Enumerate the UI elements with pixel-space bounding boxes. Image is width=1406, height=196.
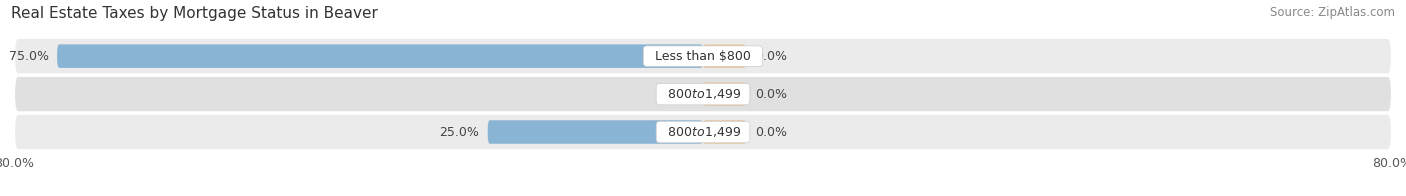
FancyBboxPatch shape bbox=[14, 114, 1392, 150]
FancyBboxPatch shape bbox=[14, 38, 1392, 74]
Text: 0.0%: 0.0% bbox=[755, 50, 787, 63]
FancyBboxPatch shape bbox=[703, 120, 747, 144]
FancyBboxPatch shape bbox=[703, 82, 747, 106]
FancyBboxPatch shape bbox=[58, 44, 703, 68]
FancyBboxPatch shape bbox=[14, 76, 1392, 112]
Text: 0.0%: 0.0% bbox=[755, 125, 787, 139]
FancyBboxPatch shape bbox=[703, 44, 747, 68]
Text: $800 to $1,499: $800 to $1,499 bbox=[659, 125, 747, 139]
Text: Source: ZipAtlas.com: Source: ZipAtlas.com bbox=[1270, 6, 1395, 19]
Text: 25.0%: 25.0% bbox=[439, 125, 479, 139]
Text: $800 to $1,499: $800 to $1,499 bbox=[659, 87, 747, 101]
Text: Less than $800: Less than $800 bbox=[647, 50, 759, 63]
Text: 0.0%: 0.0% bbox=[658, 88, 690, 101]
FancyBboxPatch shape bbox=[488, 120, 703, 144]
Text: 75.0%: 75.0% bbox=[8, 50, 48, 63]
Text: Real Estate Taxes by Mortgage Status in Beaver: Real Estate Taxes by Mortgage Status in … bbox=[11, 6, 378, 21]
Text: 0.0%: 0.0% bbox=[755, 88, 787, 101]
